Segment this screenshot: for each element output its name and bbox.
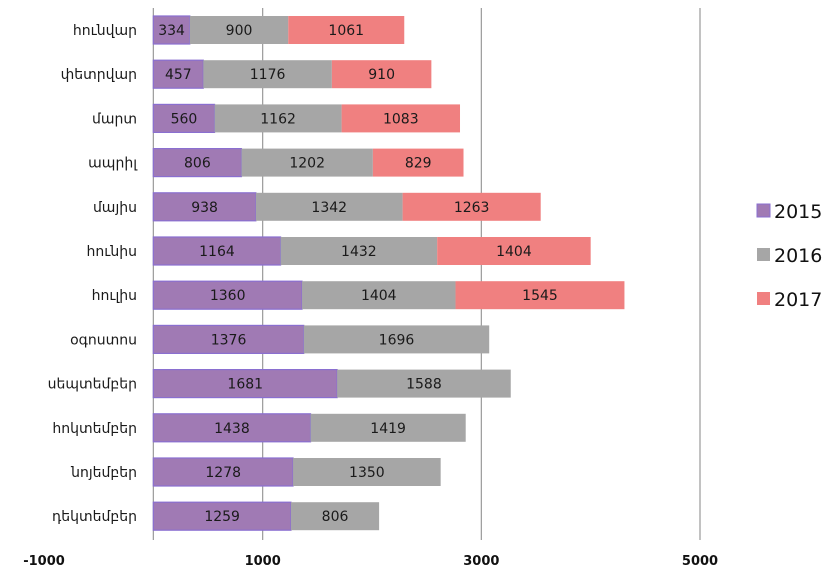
data-label: 1376 [211,332,247,348]
bar-2016 [203,60,332,89]
bar-2016 [302,281,456,310]
bar-2016 [255,192,403,221]
x-axis-ticks: -1000 1000 3000 5000 [23,554,718,569]
legend: 2015 2016 2017 [756,201,822,311]
bar-2017 [402,192,541,221]
data-label: 1350 [349,465,385,481]
legend-swatch [757,292,770,305]
bar-2015 [152,369,338,399]
bar-2016 [214,104,342,133]
data-label: 1083 [383,111,419,127]
bar-2017 [288,16,405,44]
bar-2017 [331,60,432,89]
category-label: փետրվար [61,67,137,83]
bar-2016 [337,369,511,398]
category-label: դեկտեմբեր [52,509,137,525]
legend-swatch [757,248,770,261]
category-label: հունվար [73,23,137,39]
data-label: 829 [405,156,432,172]
data-label: 806 [184,156,211,172]
data-labels: 334 900 1061 457 1176 910 560 1162 1083 806 1202 82… [158,23,558,525]
category-label: հոկտեմբեր [52,421,137,437]
bar-2016 [290,502,380,531]
data-label: 1545 [522,288,558,304]
data-label: 1061 [328,23,364,39]
data-label: 1432 [341,244,377,260]
data-label: 1164 [199,244,235,260]
bar-2015 [152,103,216,134]
bar-2015 [152,59,204,89]
data-label: 1162 [260,111,296,127]
data-label: 1404 [361,288,397,304]
data-label: 806 [322,509,349,525]
bar-2017 [437,237,591,265]
bar-2015 [152,148,243,178]
data-label: 900 [226,23,253,39]
data-label: 1202 [289,156,325,172]
bar-2017 [455,281,625,310]
data-label: 938 [191,200,218,216]
bar-2016 [293,458,441,486]
x-tick-label: -1000 [23,554,65,569]
data-label: 1360 [210,288,246,304]
x-tick-label: 3000 [463,554,499,569]
legend-swatch [756,203,771,218]
data-label: 1681 [227,377,263,393]
legend-label: 2017 [774,289,822,311]
category-label: նոյեմբեր [70,465,137,481]
bar-2015 [152,280,303,310]
data-label: 334 [158,23,185,39]
category-label: հունիս [87,244,137,260]
category-label: սեպտեմբեր [48,377,137,393]
data-label: 1278 [205,465,241,481]
data-label: 560 [171,111,198,127]
bar-2015 [152,236,282,266]
category-labels: հունվար փետրվար մարտ ապրիլ մայիս հունիս հուլիս… [48,23,139,525]
data-label: 1176 [250,67,286,83]
data-label: 910 [368,67,395,83]
data-label: 457 [165,67,192,83]
data-label: 1419 [370,421,406,437]
data-label: 1263 [454,200,490,216]
x-tick-label: 1000 [245,554,281,569]
category-label: մայիս [93,200,137,216]
bar-2016 [310,413,466,442]
bar-2015 [152,457,294,487]
legend-label: 2015 [774,201,822,223]
bar-2015 [152,192,257,222]
legend-label: 2016 [774,245,822,267]
bar-2017 [372,148,464,177]
gridlines [152,8,701,540]
data-label: 1404 [496,244,532,260]
data-label: 1696 [379,332,415,348]
bar-2017 [341,104,461,133]
bar-2016 [241,148,373,177]
bar-2015 [152,413,312,443]
bar-2015 [152,324,305,354]
x-tick-label: 5000 [682,554,718,569]
data-label: 1438 [214,421,250,437]
category-label: ապրիլ [88,156,138,172]
bars [152,15,625,531]
data-label: 1342 [311,200,347,216]
bar-2015 [152,15,191,45]
category-label: հուլիս [92,288,137,304]
bar-2016 [280,237,438,265]
category-label: օգոստոս [70,332,137,348]
data-label: 1588 [406,377,442,393]
data-label: 1259 [204,509,240,525]
bar-2016 [189,16,289,44]
bar-2015 [152,501,292,531]
category-label: մարտ [92,111,137,127]
bar-2016 [303,325,490,354]
